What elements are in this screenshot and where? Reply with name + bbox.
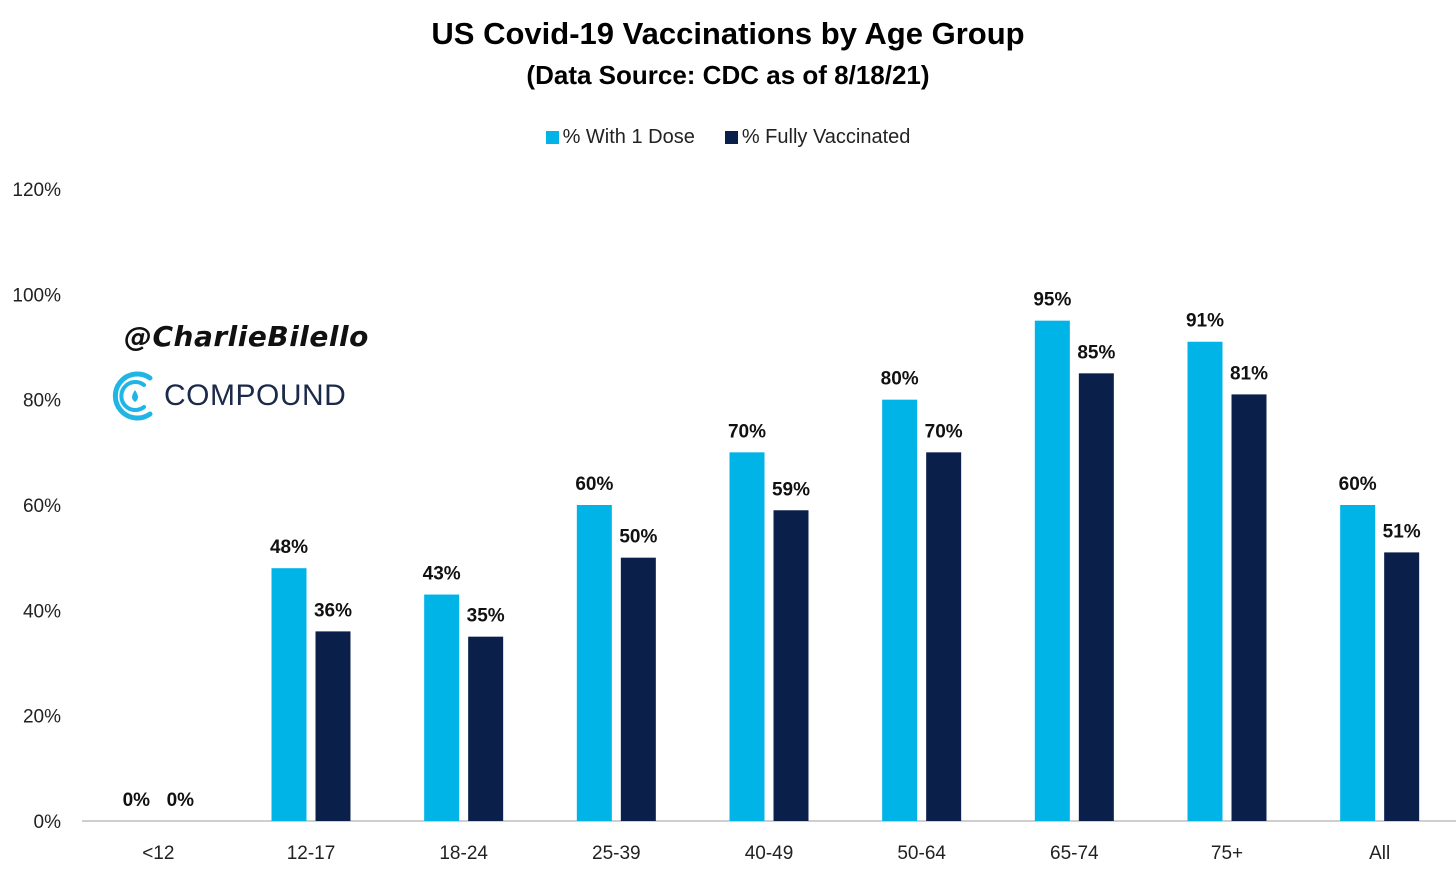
- x-tick-label: 25-39: [592, 843, 641, 864]
- watermark-handle: @CharlieBilello: [124, 320, 369, 353]
- bar-1-dose: [576, 505, 612, 821]
- data-label-fully-vaccinated: 70%: [925, 421, 963, 442]
- data-label-1-dose: 80%: [881, 369, 919, 390]
- x-tick-label: 40-49: [745, 843, 794, 864]
- legend-item-1-dose: % With 1 Dose: [545, 126, 695, 149]
- x-tick-label: <12: [142, 843, 174, 864]
- chart-title: US Covid-19 Vaccinations by Age Group: [431, 16, 1025, 51]
- watermark-logo: COMPOUND: [110, 368, 346, 424]
- data-label-fully-vaccinated: 81%: [1230, 363, 1268, 384]
- data-label-1-dose: 0%: [123, 790, 151, 811]
- bar-1-dose: [271, 568, 307, 821]
- data-label-1-dose: 60%: [575, 474, 613, 495]
- y-tick-label: 40%: [23, 601, 61, 622]
- bar-fully-vaccinated: [620, 557, 656, 821]
- bar-fully-vaccinated: [315, 631, 351, 821]
- data-label-1-dose: 70%: [728, 421, 766, 442]
- x-tick-label: All: [1369, 843, 1390, 864]
- data-label-fully-vaccinated: 0%: [167, 790, 195, 811]
- data-label-fully-vaccinated: 35%: [467, 606, 505, 627]
- legend-label-fully-vaccinated: % Fully Vaccinated: [741, 126, 911, 148]
- data-label-1-dose: 91%: [1186, 311, 1224, 332]
- bar-fully-vaccinated: [1078, 373, 1114, 821]
- bar-1-dose: [1034, 320, 1070, 821]
- bar-fully-vaccinated: [926, 452, 962, 821]
- legend-item-fully-vaccinated: % Fully Vaccinated: [724, 126, 911, 149]
- x-tick-label: 65-74: [1050, 843, 1099, 864]
- y-tick-label: 100%: [12, 285, 61, 306]
- legend-swatch-1-dose: [545, 131, 559, 144]
- data-label-fully-vaccinated: 85%: [1077, 342, 1115, 363]
- bar-fully-vaccinated: [468, 636, 504, 821]
- compound-logo-icon: [112, 371, 153, 421]
- y-tick-label: 120%: [12, 180, 61, 201]
- data-label-1-dose: 43%: [423, 564, 461, 585]
- data-label-fully-vaccinated: 51%: [1383, 521, 1421, 542]
- bar-fully-vaccinated: [1231, 394, 1267, 821]
- chart-subtitle: (Data Source: CDC as of 8/18/21): [526, 60, 930, 90]
- data-label-fully-vaccinated: 59%: [772, 479, 810, 500]
- y-tick-label: 60%: [23, 496, 61, 517]
- data-label-1-dose: 48%: [270, 537, 308, 558]
- legend-label-1-dose: % With 1 Dose: [562, 126, 695, 148]
- y-tick-label: 80%: [23, 391, 61, 412]
- x-tick-label: 50-64: [897, 843, 946, 864]
- data-label-1-dose: 95%: [1033, 290, 1071, 311]
- bar-1-dose: [1340, 505, 1376, 821]
- bar-fully-vaccinated: [1384, 552, 1420, 821]
- bar-fully-vaccinated: [773, 510, 809, 821]
- watermark-brand: COMPOUND: [164, 379, 347, 412]
- bar-1-dose: [729, 452, 765, 821]
- legend-swatch-fully-vaccinated: [724, 131, 738, 144]
- y-tick-label: 0%: [34, 812, 62, 833]
- bar-1-dose: [1187, 341, 1223, 821]
- bar-1-dose: [882, 399, 918, 821]
- data-label-fully-vaccinated: 36%: [314, 600, 352, 621]
- legend: % With 1 Dose % Fully Vaccinated: [0, 126, 1456, 149]
- y-tick-label: 20%: [23, 707, 61, 728]
- data-label-1-dose: 60%: [1339, 474, 1377, 495]
- x-tick-label: 18-24: [439, 843, 488, 864]
- data-label-fully-vaccinated: 50%: [619, 527, 657, 548]
- x-tick-label: 12-17: [287, 843, 336, 864]
- x-tick-label: 75+: [1211, 843, 1243, 864]
- bar-1-dose: [424, 594, 460, 821]
